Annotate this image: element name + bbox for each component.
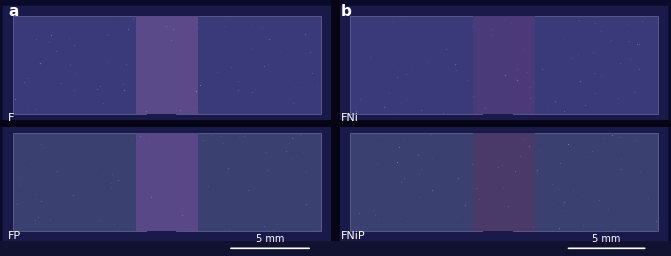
FancyBboxPatch shape (3, 124, 331, 241)
FancyBboxPatch shape (13, 133, 146, 231)
FancyBboxPatch shape (340, 124, 668, 241)
FancyBboxPatch shape (473, 133, 535, 231)
FancyBboxPatch shape (136, 133, 198, 231)
FancyBboxPatch shape (13, 16, 146, 114)
Text: 5 mm: 5 mm (592, 234, 621, 244)
FancyBboxPatch shape (513, 133, 658, 231)
Text: FP: FP (8, 230, 21, 241)
FancyBboxPatch shape (0, 241, 671, 256)
FancyBboxPatch shape (136, 16, 198, 114)
FancyBboxPatch shape (0, 120, 671, 127)
Text: a: a (8, 4, 18, 19)
FancyBboxPatch shape (176, 133, 321, 231)
Text: FNi: FNi (341, 113, 359, 123)
Text: b: b (341, 4, 352, 19)
Text: FNiP: FNiP (341, 230, 366, 241)
Text: F: F (8, 113, 15, 123)
FancyBboxPatch shape (176, 16, 321, 114)
FancyBboxPatch shape (331, 0, 340, 256)
FancyBboxPatch shape (473, 16, 535, 114)
FancyBboxPatch shape (350, 16, 482, 114)
FancyBboxPatch shape (513, 16, 658, 114)
FancyBboxPatch shape (350, 133, 482, 231)
Text: 5 mm: 5 mm (256, 234, 285, 244)
FancyBboxPatch shape (340, 6, 668, 123)
FancyBboxPatch shape (3, 6, 331, 123)
